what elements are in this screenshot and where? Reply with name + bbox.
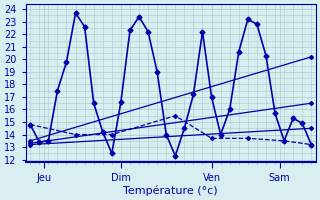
X-axis label: Température (°c): Température (°c) xyxy=(124,185,218,196)
